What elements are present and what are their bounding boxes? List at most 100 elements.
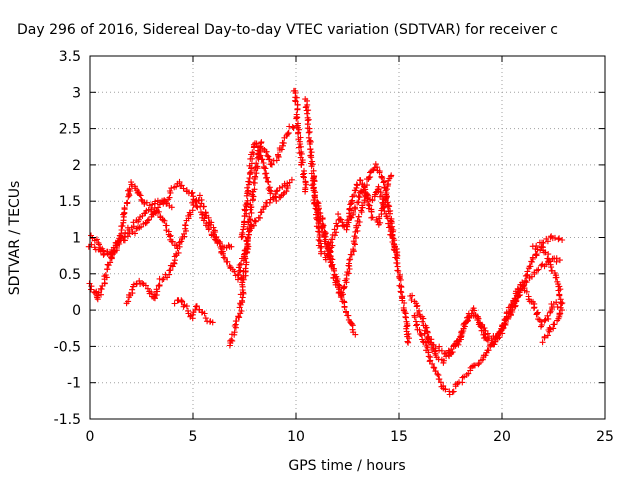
- series-s5: [171, 297, 216, 326]
- data-point: [246, 169, 253, 176]
- data-point: [344, 312, 351, 319]
- data-point: [241, 218, 248, 225]
- data-point: [224, 258, 231, 265]
- data-point: [207, 318, 213, 325]
- y-tick-labels: -1.5 -1 -0.5 0 0.5 1 1.5 2 2.5 3 3.5: [54, 49, 81, 428]
- data-point: [114, 238, 121, 245]
- data-point: [421, 330, 428, 337]
- data-point: [264, 174, 270, 181]
- data-point: [302, 178, 309, 185]
- data-point: [239, 279, 246, 286]
- data-point: [244, 184, 251, 191]
- y-tick-label: 3: [72, 85, 81, 101]
- data-point: [335, 211, 342, 218]
- y-tick-label: 2.5: [59, 122, 81, 138]
- data-point: [242, 265, 249, 272]
- data-point: [549, 304, 556, 311]
- data-point: [328, 236, 335, 243]
- data-point: [295, 130, 301, 137]
- data-point: [554, 317, 561, 324]
- data-point: [169, 238, 176, 245]
- data-point: [196, 192, 203, 199]
- x-tick-label: 15: [390, 429, 408, 445]
- data-point: [306, 128, 313, 135]
- data-point: [189, 207, 196, 214]
- data-point: [308, 154, 315, 161]
- data-point: [95, 292, 101, 299]
- data-point: [129, 286, 136, 293]
- x-axis-label: GPS time / hours: [288, 458, 405, 474]
- data-point: [175, 249, 182, 256]
- data-point: [325, 251, 332, 258]
- data-point: [513, 297, 520, 304]
- data-point: [124, 230, 131, 237]
- data-point: [442, 386, 449, 393]
- data-point: [273, 188, 280, 195]
- data-point: [209, 319, 216, 326]
- series-s3: [88, 179, 175, 261]
- data-point: [254, 147, 261, 154]
- data-point: [341, 303, 348, 310]
- data-point: [264, 152, 271, 159]
- data-point: [237, 267, 244, 274]
- data-point: [292, 98, 299, 105]
- series-s11: [309, 161, 412, 346]
- data-point: [126, 186, 133, 193]
- data-point: [558, 300, 565, 307]
- data-point: [216, 238, 223, 245]
- data-point: [236, 262, 243, 268]
- data-point: [280, 140, 287, 147]
- data-point: [137, 192, 144, 199]
- data-point: [352, 241, 358, 248]
- data-point: [552, 274, 559, 281]
- data-point: [161, 197, 168, 204]
- data-point: [528, 259, 535, 265]
- data-point: [272, 190, 279, 197]
- data-point: [554, 303, 561, 310]
- data-point: [160, 217, 167, 224]
- x-tick-labels: 0 5 10 15 20 25: [86, 429, 614, 445]
- y-axis-label: SDTVAR / TECUs: [7, 181, 23, 296]
- data-point: [406, 335, 412, 342]
- data-point: [512, 296, 519, 303]
- data-point: [535, 266, 542, 273]
- data-point: [171, 300, 178, 307]
- data-point: [250, 222, 257, 229]
- data-point: [436, 376, 443, 383]
- data-point: [200, 203, 207, 210]
- data-point: [355, 193, 362, 200]
- data-point: [98, 286, 105, 293]
- data-point: [205, 226, 212, 233]
- data-point: [536, 239, 543, 246]
- data-point: [472, 362, 478, 369]
- data-point: [273, 197, 280, 204]
- data-point: [279, 183, 286, 190]
- x-tick-label: 25: [596, 429, 614, 445]
- data-point: [100, 251, 107, 258]
- data-point: [238, 308, 245, 314]
- data-point: [413, 303, 420, 310]
- data-point: [303, 181, 310, 188]
- data-point: [173, 183, 180, 190]
- data-point: [398, 283, 404, 290]
- data-point: [437, 379, 444, 386]
- data-point: [351, 192, 357, 199]
- data-point: [465, 370, 472, 377]
- data-point: [498, 327, 505, 334]
- data-point: [228, 243, 235, 250]
- series-s7: [235, 176, 295, 278]
- data-point: [430, 364, 437, 371]
- data-point: [250, 179, 257, 186]
- data-point: [253, 140, 260, 147]
- data-point: [297, 141, 304, 147]
- data-point: [416, 327, 423, 333]
- data-point: [397, 276, 404, 283]
- data-point: [502, 319, 509, 326]
- data-point: [239, 297, 245, 304]
- data-point: [356, 219, 363, 225]
- data-point: [392, 243, 398, 250]
- data-point: [414, 321, 420, 328]
- data-point: [235, 276, 241, 283]
- data-point: [108, 254, 115, 261]
- data-point: [364, 182, 370, 189]
